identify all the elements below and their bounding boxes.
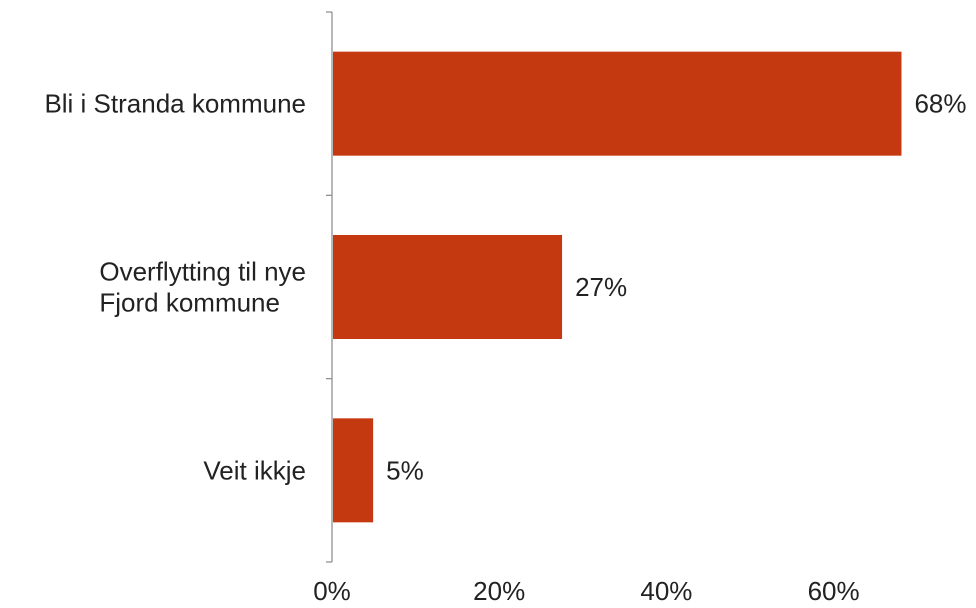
x-tick-label: 0% bbox=[313, 576, 351, 606]
category-label-line: Fjord kommune bbox=[99, 288, 280, 318]
x-tick-label: 20% bbox=[473, 576, 525, 606]
category-label: Overflytting til nye Fjord kommune bbox=[99, 257, 306, 318]
x-tick-labels: 0% 20% 40% 60% bbox=[313, 576, 859, 606]
bar bbox=[333, 418, 374, 523]
x-tick-label: 60% bbox=[808, 576, 860, 606]
category-label-line: Bli i Stranda kommune bbox=[44, 89, 306, 119]
bar bbox=[333, 235, 563, 339]
category-label: Veit ikkje bbox=[203, 455, 306, 485]
value-label: 27% bbox=[575, 272, 627, 302]
value-labels: 68% 27% 5% bbox=[386, 89, 966, 486]
bars bbox=[333, 51, 902, 523]
x-tick-label: 40% bbox=[640, 576, 692, 606]
category-label: Bli i Stranda kommune bbox=[44, 89, 306, 119]
value-label: 5% bbox=[386, 455, 424, 485]
bar bbox=[333, 51, 902, 156]
category-label-line: Veit ikkje bbox=[203, 455, 306, 485]
category-label-line: Overflytting til nye bbox=[99, 257, 306, 287]
value-label: 68% bbox=[914, 89, 966, 119]
axes bbox=[326, 11, 333, 563]
category-labels: Bli i Stranda kommune Overflytting til ny… bbox=[44, 89, 306, 486]
